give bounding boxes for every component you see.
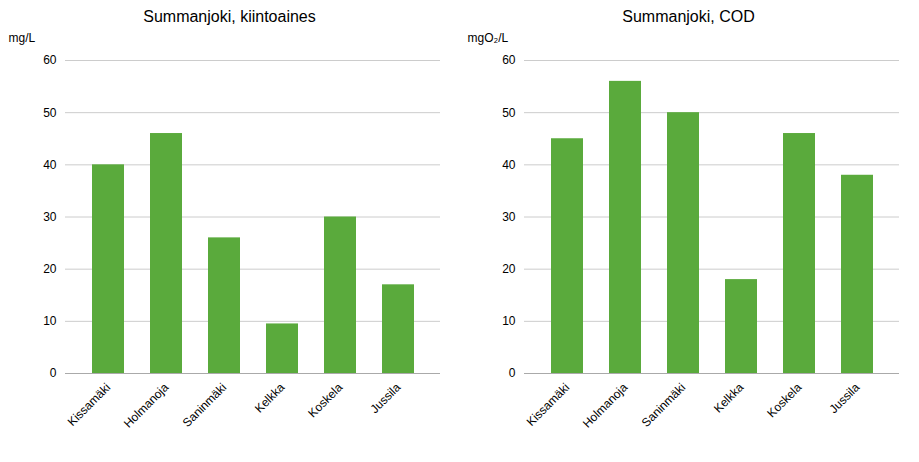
svg-text:10: 10 xyxy=(43,314,57,328)
svg-text:60: 60 xyxy=(43,53,57,67)
svg-text:0: 0 xyxy=(49,366,56,380)
html-text:Summanjoki, kiintoaines: Summanjoki, kiintoaines xyxy=(143,8,316,25)
svg-text:Kissamäki: Kissamäki xyxy=(64,380,113,429)
svg-text:0: 0 xyxy=(508,366,515,380)
svg-text:Jussila: Jussila xyxy=(826,380,862,416)
svg-text:Kelkka: Kelkka xyxy=(251,380,287,416)
svg-text:30: 30 xyxy=(502,210,516,224)
svg-text:50: 50 xyxy=(43,106,57,120)
svg-text:40: 40 xyxy=(502,158,516,172)
html-text:Summanjoki, COD: Summanjoki, COD xyxy=(622,8,755,25)
svg-text:Saninmäki: Saninmäki xyxy=(179,380,229,430)
svg-text:Koskela: Koskela xyxy=(764,380,804,420)
svg-text:Holmanoja: Holmanoja xyxy=(579,380,630,431)
svg-text:20: 20 xyxy=(43,262,57,276)
svg-text:10: 10 xyxy=(502,314,516,328)
svg-text:mg/L: mg/L xyxy=(8,31,35,45)
svg-text:40: 40 xyxy=(43,158,57,172)
svg-text:mgO₂/L: mgO₂/L xyxy=(467,31,508,45)
svg-text:20: 20 xyxy=(502,262,516,276)
svg-text:50: 50 xyxy=(502,106,516,120)
svg-text:Koskela: Koskela xyxy=(305,380,345,420)
svg-text:30: 30 xyxy=(43,210,57,224)
svg-text:Kissamäki: Kissamäki xyxy=(523,380,572,429)
svg-text:60: 60 xyxy=(502,53,516,67)
svg-text:Holmanoja: Holmanoja xyxy=(120,380,171,431)
svg-text:Saninmäki: Saninmäki xyxy=(638,380,688,430)
svg-text:Jussila: Jussila xyxy=(367,380,403,416)
svg-text:Kelkka: Kelkka xyxy=(710,380,746,416)
